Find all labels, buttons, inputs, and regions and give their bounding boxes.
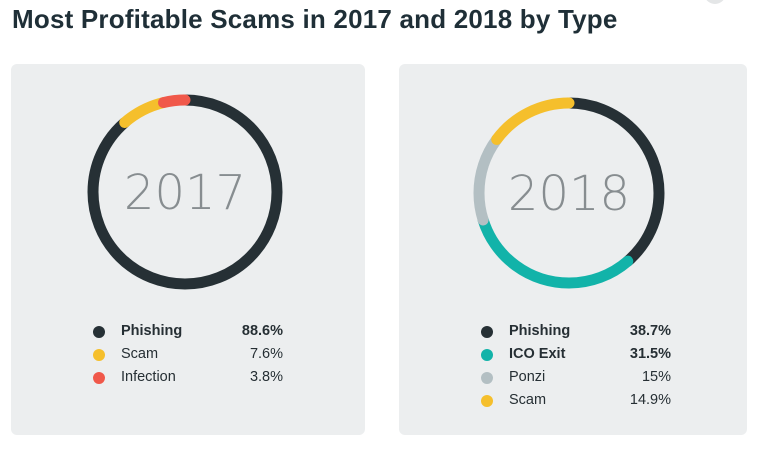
legend-dot-icon [93,326,105,338]
legend-dot-icon [481,349,493,361]
legend-dot-icon [481,372,493,384]
legend-value: 38.7% [629,323,671,339]
donut-chart-2017: 2017 [87,94,283,290]
donut-segment-ponzi [473,97,665,289]
legend-item: Phishing 38.7% [479,322,679,345]
legend-2017: Phishing 88.6% Scam 7.6% Infection 3.8% [91,322,291,391]
donut-segment-scam [473,97,665,289]
legend-dot-icon [481,395,493,407]
legend-item: Scam 7.6% [91,345,291,368]
center-year-label: 2018 [508,166,630,222]
donut-chart-2018: 2018 [473,97,665,289]
legend-item: Scam 14.9% [479,391,679,414]
legend-label: Infection [121,369,176,385]
legend-label: Phishing [509,323,571,339]
corner-button[interactable] [704,0,726,4]
legend-value: 88.6% [241,323,283,339]
legend-item: Phishing 88.6% [91,322,291,345]
legend-value: 14.9% [629,392,671,408]
page-title: Most Profitable Scams in 2017 and 2018 b… [12,4,618,34]
legend-value: 31.5% [629,346,671,362]
chart-card-2017: 2017 Phishing 88.6% Scam 7.6% Infection 3.8% [11,64,365,435]
legend-label: Scam [509,392,547,408]
legend-label: Scam [121,346,159,362]
chart-card-2018: 2018 Phishing 38.7% ICO Exit 31.5% Ponzi 15% S… [399,64,747,435]
legend-value: 7.6% [249,346,283,362]
legend-item: Ponzi 15% [479,368,679,391]
donut-segment-infection [87,94,283,290]
legend-value: 15% [641,369,671,385]
legend-item: ICO Exit 31.5% [479,345,679,368]
center-year-label: 2017 [124,165,246,221]
legend-dot-icon [481,326,493,338]
legend-dot-icon [93,372,105,384]
legend-2018: Phishing 38.7% ICO Exit 31.5% Ponzi 15% Scam 14… [479,322,679,414]
legend-label: Ponzi [509,369,546,385]
legend-value: 3.8% [249,369,283,385]
legend-label: ICO Exit [509,346,566,362]
donut-segment-ico-exit [473,97,665,289]
legend-dot-icon [93,349,105,361]
legend-item: Infection 3.8% [91,368,291,391]
legend-label: Phishing [121,323,183,339]
